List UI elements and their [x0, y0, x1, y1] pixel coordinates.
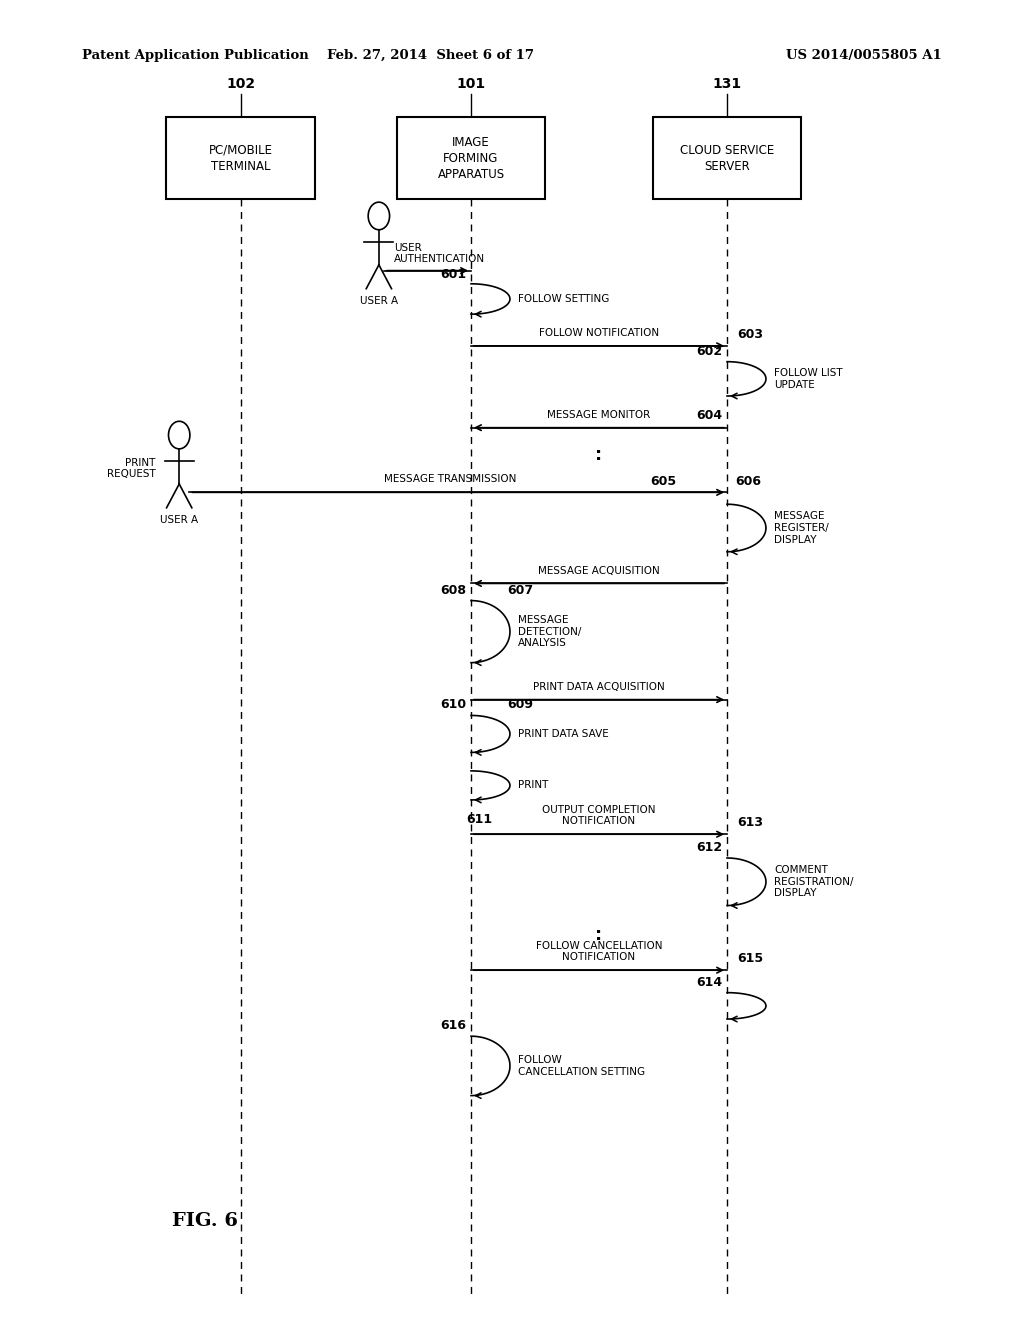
Text: COMMENT
REGISTRATION/
DISPLAY: COMMENT REGISTRATION/ DISPLAY — [774, 865, 854, 899]
Text: 606: 606 — [735, 475, 761, 488]
Bar — [166, 117, 315, 199]
Text: 609: 609 — [507, 698, 532, 711]
Text: USER A: USER A — [160, 515, 199, 525]
Text: 102: 102 — [226, 77, 255, 91]
Text: 614: 614 — [695, 975, 722, 989]
Text: 602: 602 — [695, 345, 722, 358]
Text: FIG. 6: FIG. 6 — [172, 1212, 238, 1230]
Text: MESSAGE MONITOR: MESSAGE MONITOR — [548, 409, 650, 420]
Text: PC/MOBILE
TERMINAL: PC/MOBILE TERMINAL — [209, 144, 272, 173]
Text: MESSAGE
REGISTER/
DISPLAY: MESSAGE REGISTER/ DISPLAY — [774, 511, 828, 545]
Bar — [397, 117, 545, 199]
Text: 616: 616 — [440, 1019, 466, 1032]
Text: 607: 607 — [507, 583, 534, 597]
Text: PRINT DATA ACQUISITION: PRINT DATA ACQUISITION — [534, 681, 665, 692]
Text: CLOUD SERVICE
SERVER: CLOUD SERVICE SERVER — [680, 144, 774, 173]
Text: 611: 611 — [466, 813, 493, 826]
Text: FOLLOW LIST
UPDATE: FOLLOW LIST UPDATE — [774, 368, 843, 389]
Text: 604: 604 — [695, 409, 722, 422]
Text: IMAGE
FORMING
APPARATUS: IMAGE FORMING APPARATUS — [437, 136, 505, 181]
Text: FOLLOW
CANCELLATION SETTING: FOLLOW CANCELLATION SETTING — [518, 1055, 645, 1077]
Text: MESSAGE
DETECTION/
ANALYSIS: MESSAGE DETECTION/ ANALYSIS — [518, 615, 582, 648]
Text: Feb. 27, 2014  Sheet 6 of 17: Feb. 27, 2014 Sheet 6 of 17 — [327, 49, 534, 62]
Text: :: : — [596, 925, 602, 944]
Text: FOLLOW SETTING: FOLLOW SETTING — [518, 294, 609, 304]
Text: USER A: USER A — [359, 296, 398, 306]
Text: 605: 605 — [650, 475, 677, 488]
Text: Patent Application Publication: Patent Application Publication — [82, 49, 308, 62]
Text: 603: 603 — [737, 327, 763, 341]
Text: USER
AUTHENTICATION: USER AUTHENTICATION — [394, 243, 485, 264]
Text: US 2014/0055805 A1: US 2014/0055805 A1 — [786, 49, 942, 62]
Text: :: : — [596, 446, 602, 465]
Text: 613: 613 — [737, 816, 763, 829]
Text: 131: 131 — [713, 77, 741, 91]
Bar — [653, 117, 801, 199]
Text: 101: 101 — [457, 77, 485, 91]
Text: 615: 615 — [737, 952, 764, 965]
Text: PRINT: PRINT — [518, 780, 549, 791]
Text: 610: 610 — [439, 698, 466, 711]
Text: OUTPUT COMPLETION
NOTIFICATION: OUTPUT COMPLETION NOTIFICATION — [543, 805, 655, 826]
Text: MESSAGE TRANSMISSION: MESSAGE TRANSMISSION — [384, 474, 517, 484]
Text: 612: 612 — [695, 841, 722, 854]
Text: PRINT DATA SAVE: PRINT DATA SAVE — [518, 729, 609, 739]
Text: 608: 608 — [440, 583, 466, 597]
Text: FOLLOW NOTIFICATION: FOLLOW NOTIFICATION — [539, 327, 659, 338]
Text: MESSAGE ACQUISITION: MESSAGE ACQUISITION — [539, 565, 659, 576]
Text: 601: 601 — [439, 268, 466, 281]
Text: PRINT
REQUEST: PRINT REQUEST — [106, 458, 156, 479]
Text: FOLLOW CANCELLATION
NOTIFICATION: FOLLOW CANCELLATION NOTIFICATION — [536, 941, 663, 962]
